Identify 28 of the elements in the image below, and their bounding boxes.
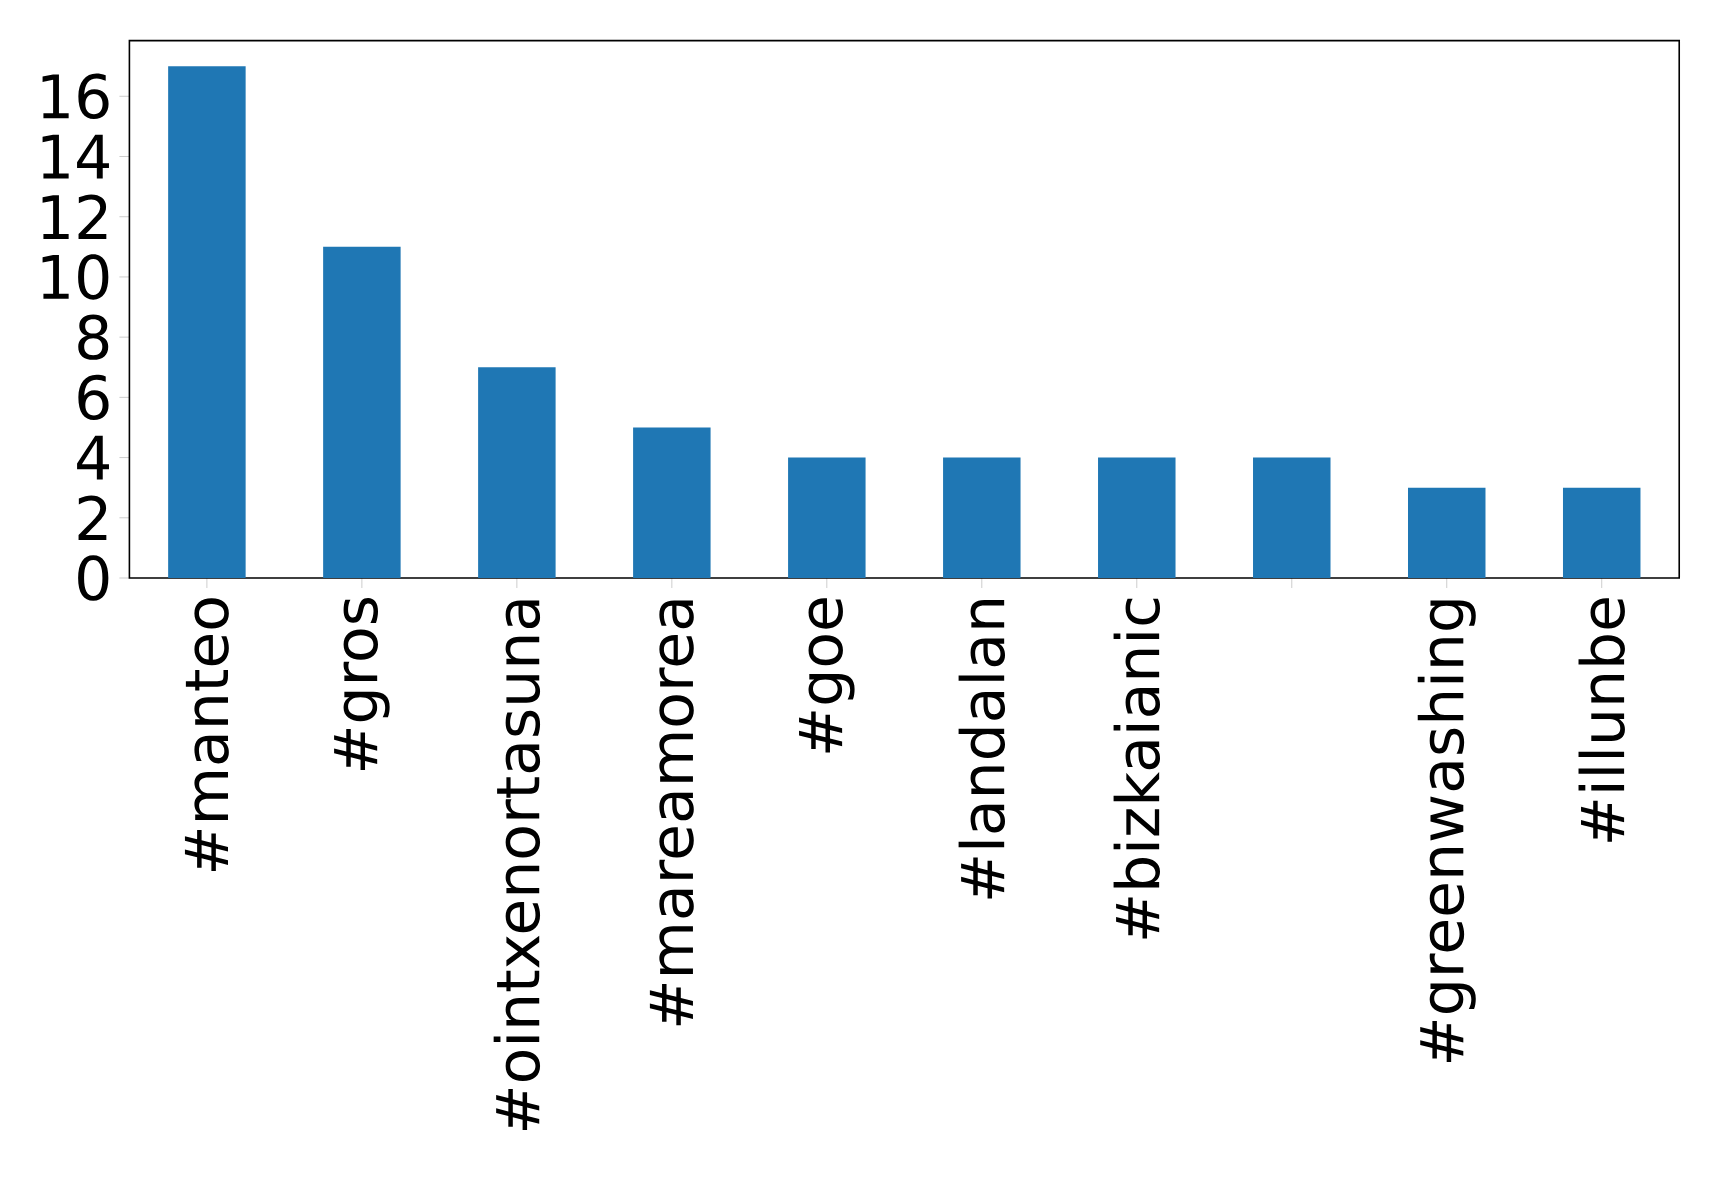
- bar: [788, 457, 866, 578]
- x-tick-label: #manteo: [184, 598, 229, 872]
- y-tick-label: 4: [77, 435, 109, 480]
- bar: [478, 367, 556, 578]
- x-tick-label: #goe: [799, 598, 855, 753]
- bar: [1562, 487, 1641, 578]
- y-tick-label: 2: [78, 495, 107, 541]
- x-tick-label: #mareamorea: [649, 600, 694, 1026]
- x-tick-label: #greenwashing: [1417, 600, 1476, 1062]
- y-tick-label: 12: [42, 194, 107, 239]
- bar: [168, 66, 246, 578]
- x-tick-label: #gros: [334, 597, 390, 771]
- bar: [1408, 487, 1486, 578]
- bar: [633, 427, 711, 578]
- y-tick-label: 0: [78, 555, 109, 601]
- y-tick-label: 14: [42, 134, 109, 179]
- bar: [943, 457, 1021, 578]
- bar: [1253, 457, 1331, 578]
- y-tick-label: 6: [78, 374, 109, 421]
- y-tick-label: 10: [42, 254, 109, 300]
- x-tick-label: #illunbe: [1578, 598, 1625, 842]
- x-tick-label: #ointxenortasuna: [493, 600, 541, 1130]
- x-tick-label: #landalan: [958, 600, 1006, 899]
- bar: [1098, 457, 1176, 578]
- y-tick-label: 16: [42, 73, 109, 119]
- bar: [323, 246, 401, 578]
- x-tick-label: #bizkaianic: [1113, 598, 1160, 939]
- y-tick-label: 8: [78, 314, 109, 360]
